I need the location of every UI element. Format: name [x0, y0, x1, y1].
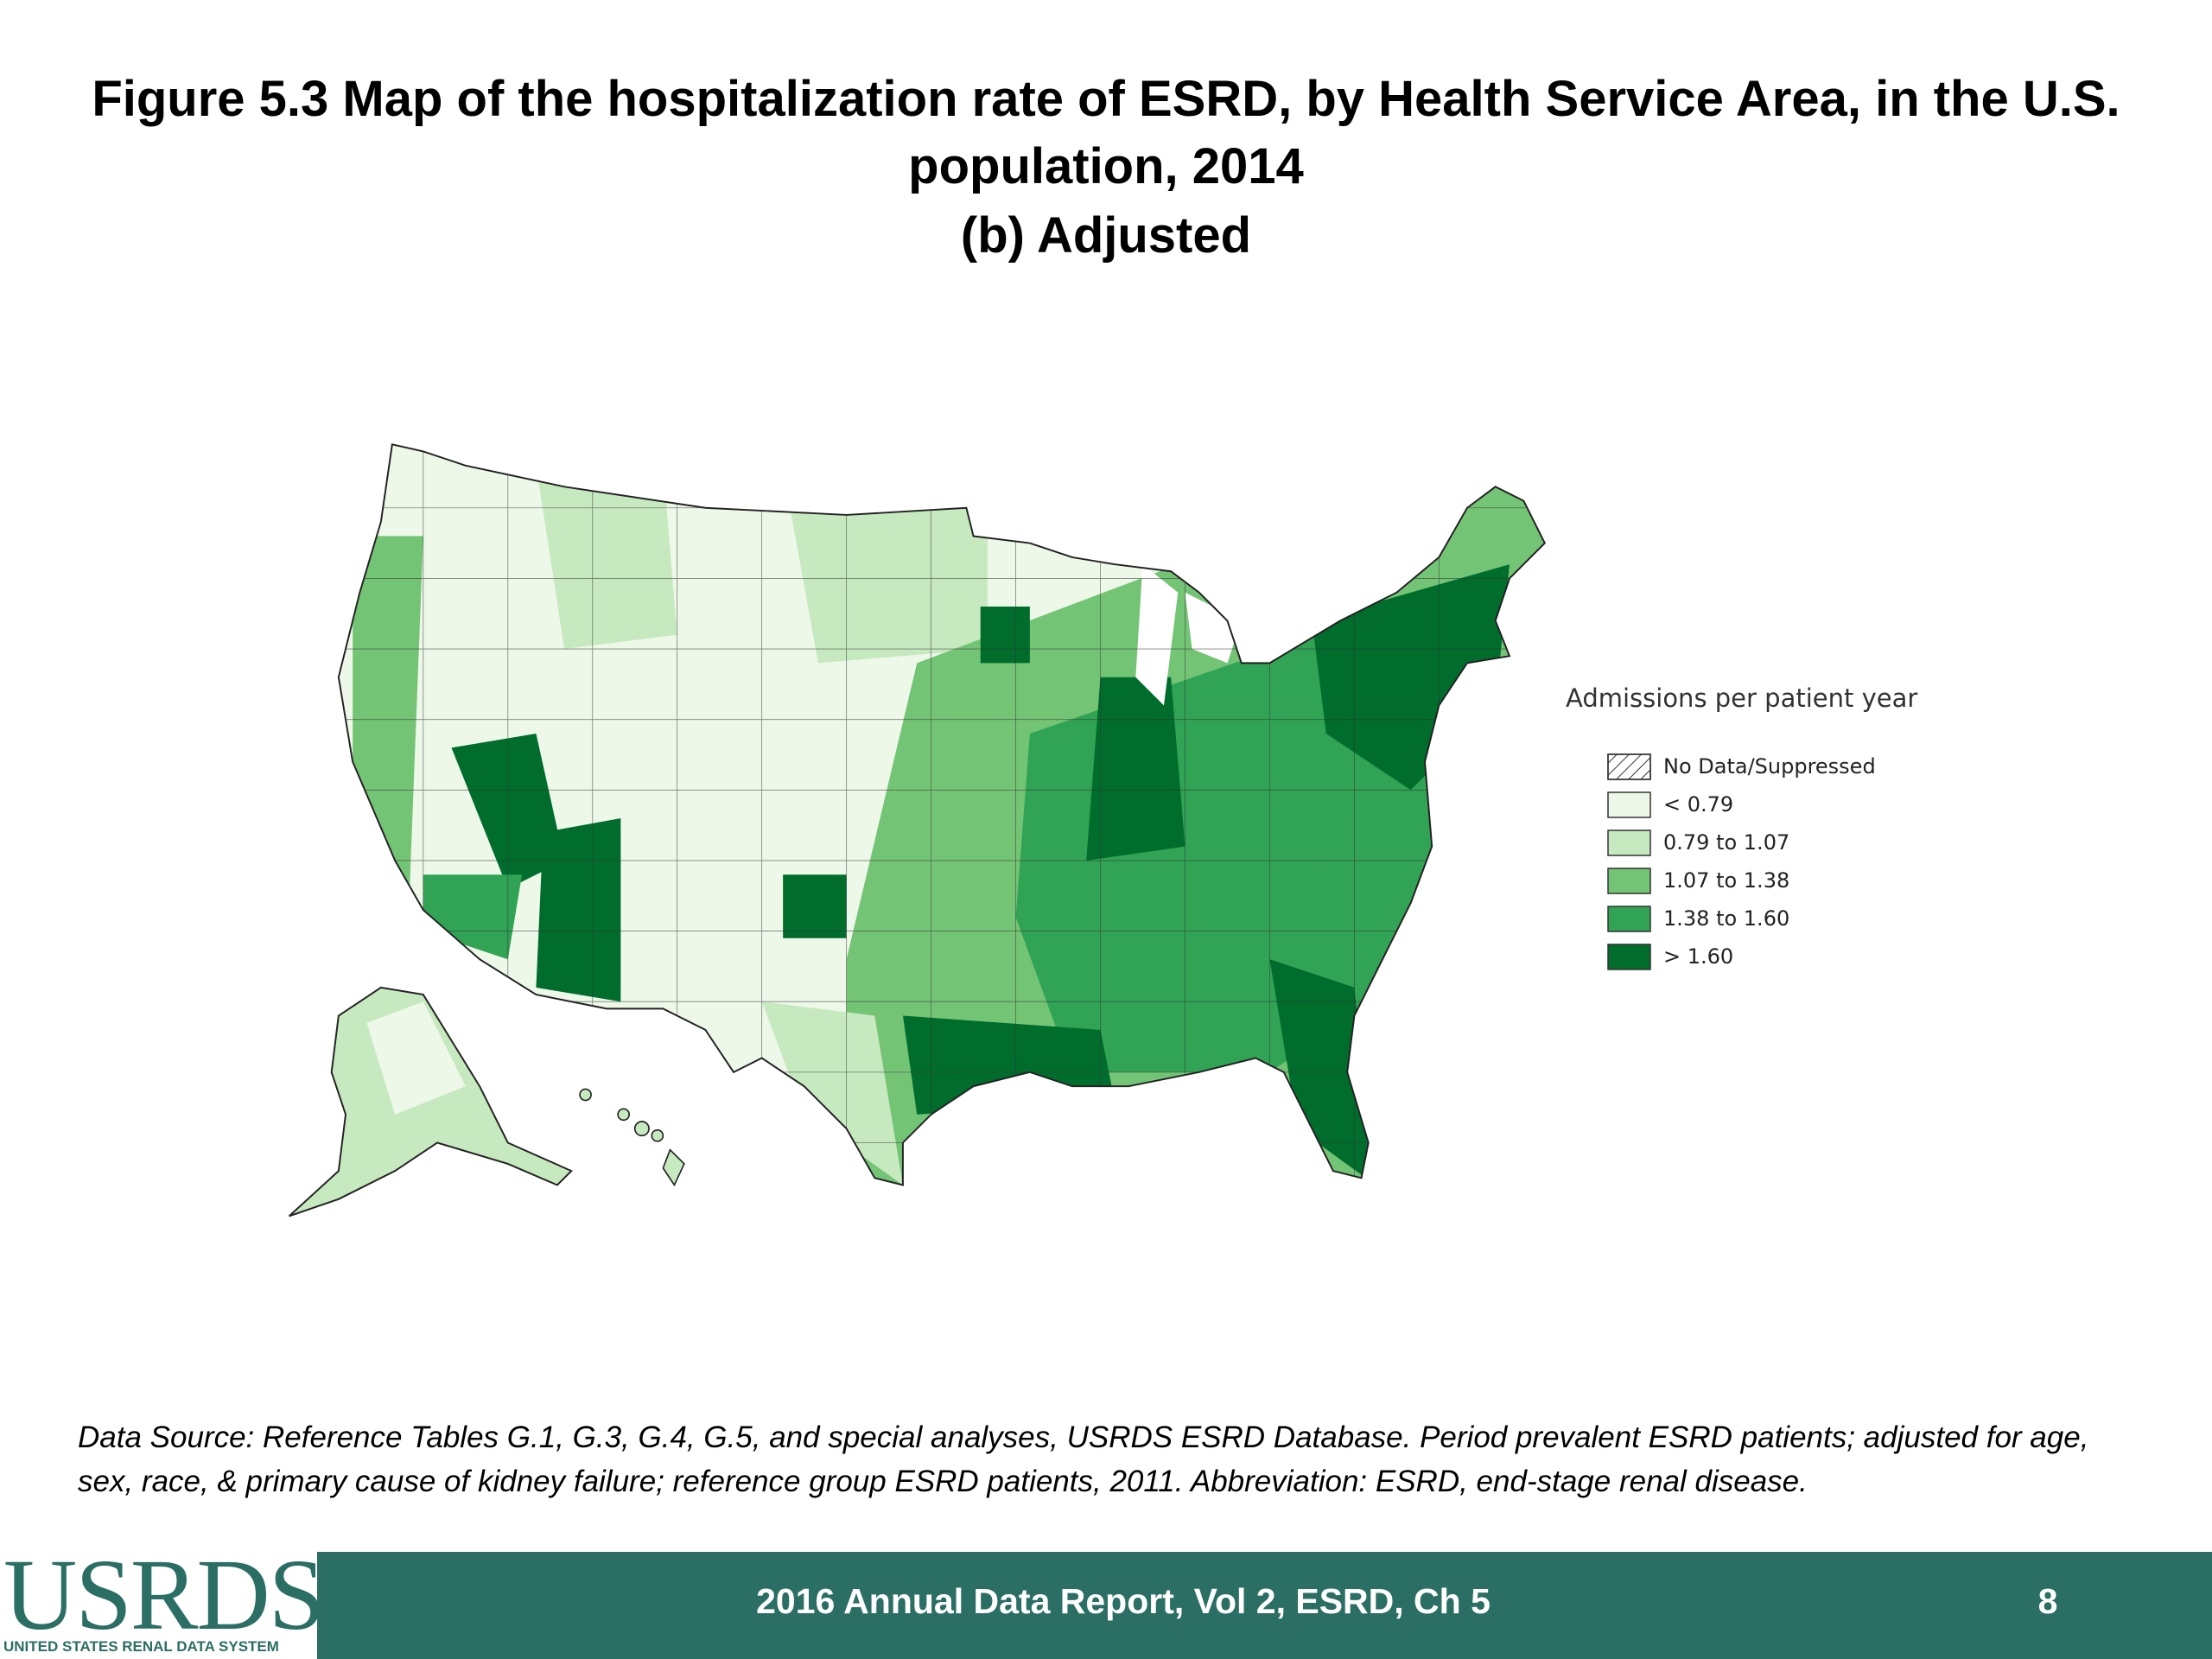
legend-label: > 1.60	[1663, 944, 1733, 969]
logo: USRDS	[3, 1538, 325, 1651]
legend-label: < 0.79	[1663, 792, 1733, 817]
legend-hatch	[1607, 753, 1651, 780]
legend-swatch	[1607, 791, 1651, 818]
footer-text: 2016 Annual Data Report, Vol 2, ESRD, Ch…	[756, 1581, 1491, 1621]
slide-title: Figure 5.3 Map of the hospitalization ra…	[92, 71, 2120, 194]
legend-title: Admissions per patient year	[1566, 683, 1917, 713]
legend-label: 1.07 to 1.38	[1663, 868, 1789, 893]
slide-subtitle: (b) Adjusted	[960, 207, 1252, 264]
page-number: 8	[2037, 1581, 2058, 1621]
footnote: Data Source: Reference Tables G.1, G.3, …	[78, 1421, 2089, 1498]
logo-subtitle: UNITED STATES RENAL DATA SYSTEM	[3, 1638, 279, 1655]
legend-swatch	[1607, 868, 1651, 894]
us-map	[289, 443, 1546, 1217]
footer-bar	[0, 1552, 2212, 1659]
legend: Admissions per patient year No Data/Supp…	[1566, 683, 1917, 970]
legend-swatch	[1607, 906, 1651, 932]
legend-swatch	[1607, 944, 1651, 970]
map: Admissions per patient year No Data/Supp…	[289, 443, 1917, 1217]
legend-label: No Data/Suppressed	[1663, 754, 1876, 779]
legend-label: 0.79 to 1.07	[1663, 830, 1789, 855]
lower-48	[338, 444, 1545, 1185]
legend-swatch	[1607, 830, 1651, 856]
logo-box	[0, 1541, 317, 1659]
legend-label: 1.38 to 1.60	[1663, 906, 1789, 931]
